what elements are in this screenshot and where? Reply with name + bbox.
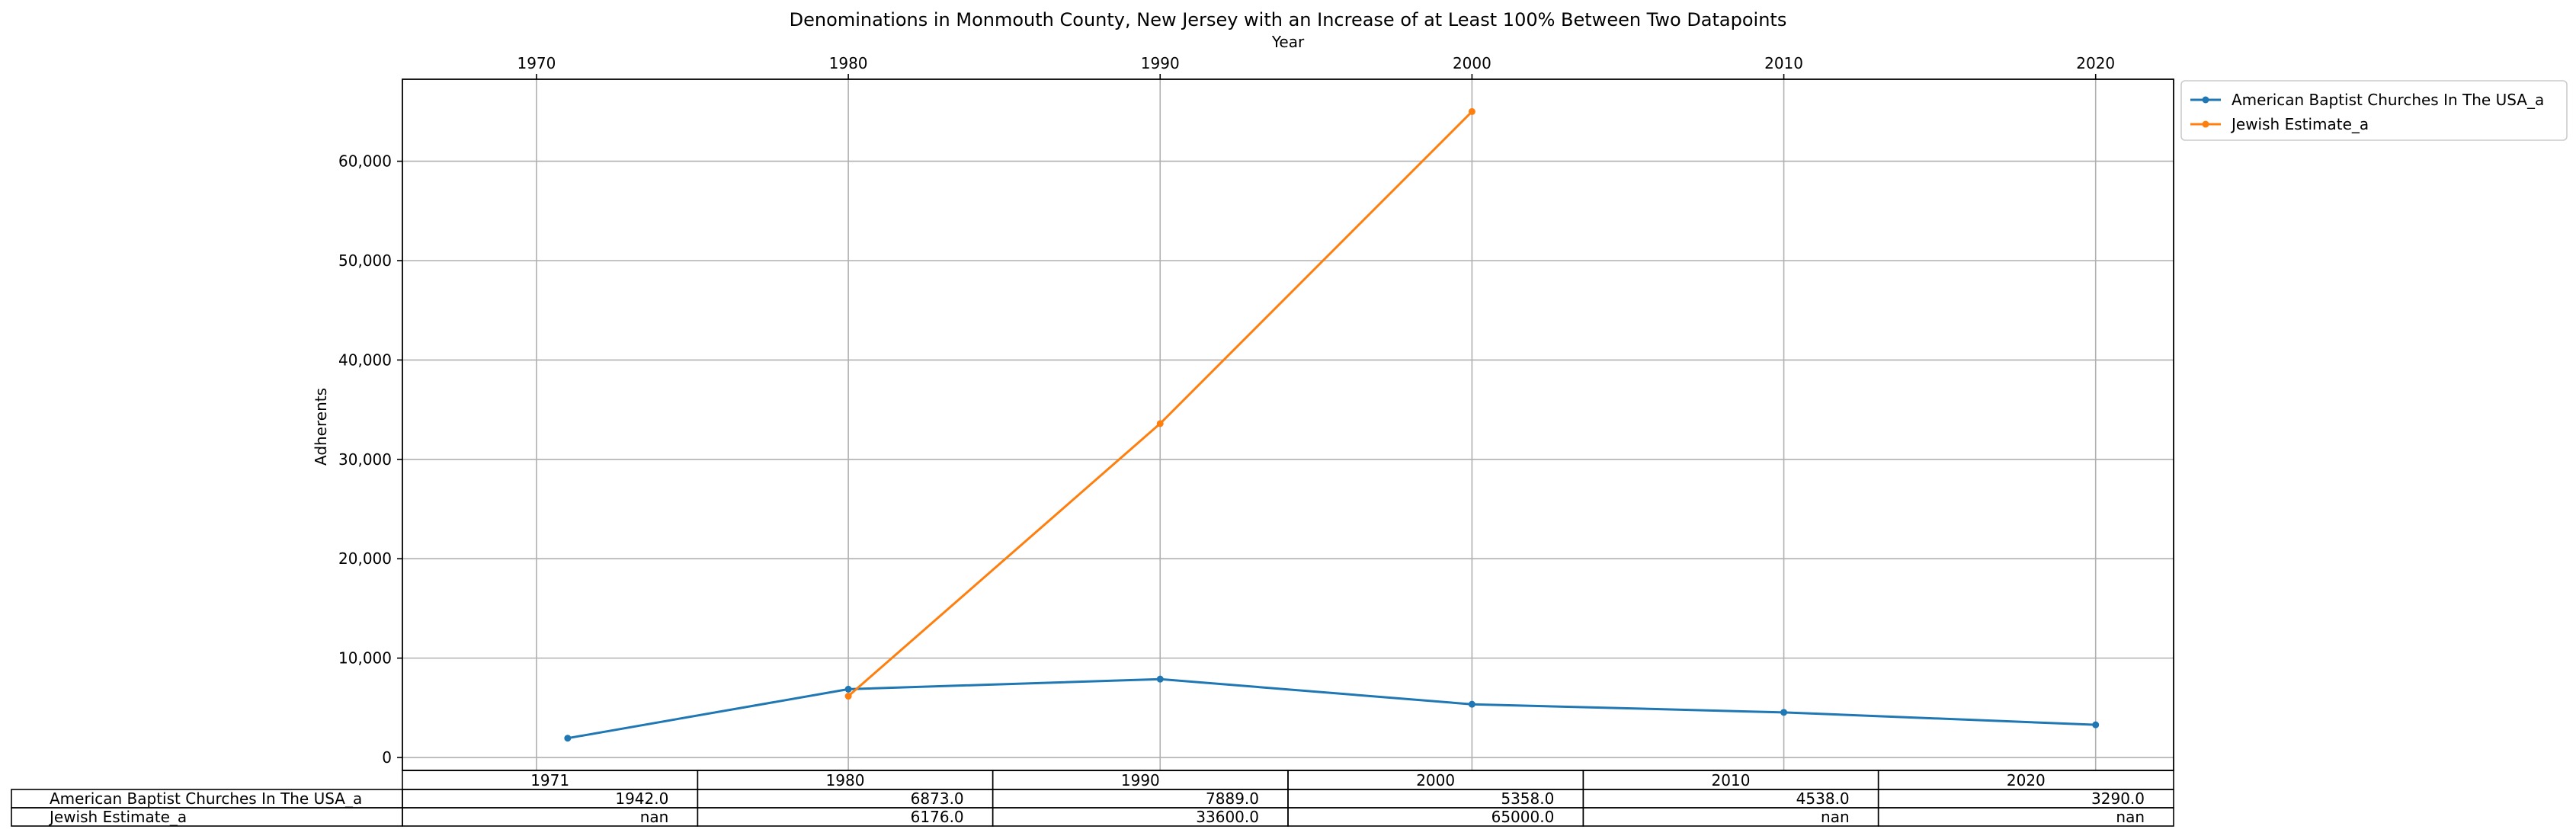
series-1: [844, 107, 1475, 700]
data-table: 1971 1980 1990 2000 2010 2020 American Baptist…: [11, 770, 2174, 827]
legend-label: American Baptist Churches In The USA_a: [2232, 91, 2544, 109]
x-tick-label: 1980: [829, 54, 868, 72]
table-cell-value: 5358.0: [1501, 789, 1554, 808]
table-cell-value: 1942.0: [615, 789, 668, 808]
legend-box: [2180, 80, 2568, 141]
y-axis-label: Adherents: [312, 388, 330, 466]
y-tick-label: 60,000: [338, 152, 392, 171]
data-point: [844, 685, 852, 693]
x-tick-label: 2020: [2076, 54, 2115, 72]
axes: 1970 1980 1990 2000 2010 2020 0 10,000 20,000 30,…: [338, 54, 2174, 771]
data-point: [1156, 675, 1164, 683]
x-tick-label: 2010: [1764, 54, 1803, 72]
table-cell-value: 7889.0: [1206, 789, 1259, 808]
table-cell-value: 65000.0: [1491, 808, 1555, 826]
table-column-header: 2000: [1416, 771, 1455, 789]
data-point: [1468, 107, 1475, 115]
data-point: [1156, 420, 1164, 428]
y-tick-label: 50,000: [338, 251, 392, 270]
table-row-label: Jewish Estimate_a: [48, 808, 187, 826]
data-point: [564, 735, 572, 742]
table-column-header: 2010: [1712, 771, 1751, 789]
table-cell-value: nan: [2116, 808, 2145, 826]
series-0: [564, 675, 2100, 742]
table-cell-value: 3290.0: [2091, 789, 2145, 808]
y-tick-label: 40,000: [338, 351, 392, 369]
x-axis-label: Year: [1271, 33, 1305, 51]
data-point: [2092, 721, 2100, 729]
legend-marker: [2202, 96, 2209, 104]
table-cell-value: 6176.0: [911, 808, 964, 826]
table-cell-value: nan: [1821, 808, 1850, 826]
legend-label: Jewish Estimate_a: [2230, 115, 2369, 133]
legend-marker: [2202, 120, 2209, 128]
legend-entry: American Baptist Churches In The USA_a: [2190, 91, 2544, 109]
table-column-header: 1971: [530, 771, 569, 789]
y-tick-label: 10,000: [338, 649, 392, 668]
table-column-header: 1980: [826, 771, 865, 789]
y-tick-label: 20,000: [338, 549, 392, 568]
data-point: [1780, 709, 1788, 716]
table-cell-value: nan: [640, 808, 669, 826]
series-line: [567, 677, 2096, 740]
table-cell-value: 4538.0: [1796, 789, 1850, 808]
y-tick-label: 0: [382, 748, 392, 767]
table-column-header: 2020: [2007, 771, 2046, 789]
y-tick-label: 30,000: [338, 450, 392, 469]
table-cell-value: 6873.0: [911, 789, 964, 808]
legend-entry: Jewish Estimate_a: [2190, 115, 2369, 133]
data-point: [1468, 700, 1475, 708]
legend: American Baptist Churches In The USA_a Je…: [2180, 80, 2568, 141]
table-column-header: 1990: [1121, 771, 1160, 789]
table-row-label: American Baptist Churches In The USA_a: [50, 789, 362, 808]
x-tick-label: 1970: [517, 54, 556, 72]
x-tick-label: 2000: [1453, 54, 1491, 72]
grid: [402, 79, 2174, 770]
table-row: Jewish Estimate_a nan 6176.0 33600.0 65000.0…: [11, 807, 2174, 827]
table-cell-value: 33600.0: [1196, 808, 1259, 826]
table-cell: [1877, 807, 2174, 827]
chart-title: Denominations in Monmouth County, New Je…: [790, 9, 1787, 30]
x-tick-label: 1990: [1141, 54, 1180, 72]
data-point: [844, 693, 852, 700]
series-group: [564, 107, 2100, 742]
